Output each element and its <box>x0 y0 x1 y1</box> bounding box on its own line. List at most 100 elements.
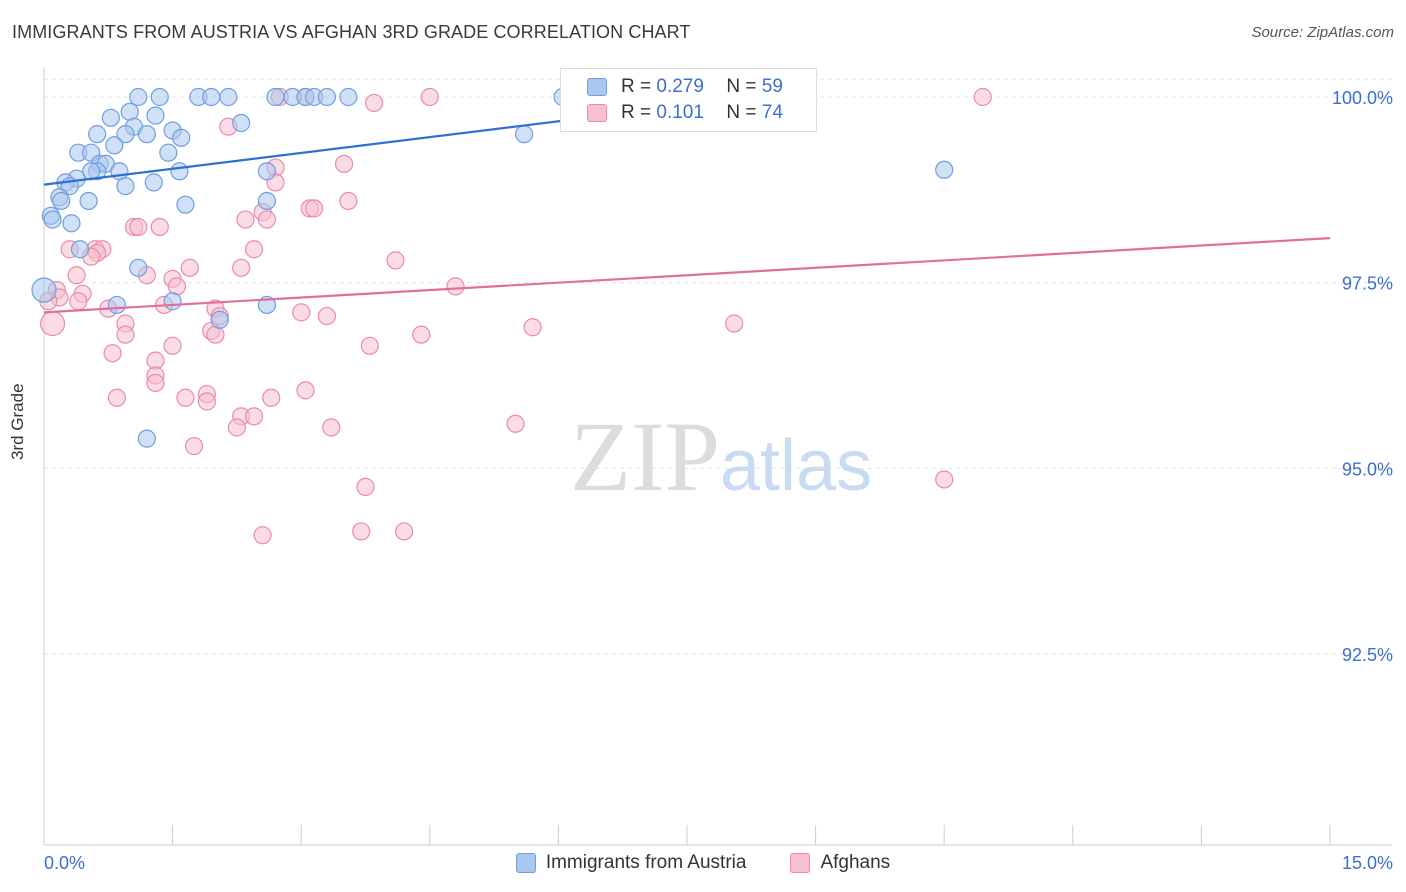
point-austria <box>43 210 62 229</box>
point-afghans <box>184 436 204 456</box>
point-austria <box>515 125 534 144</box>
point-afghans <box>227 418 246 437</box>
point-afghans <box>973 87 992 107</box>
legend-n-value-afghans: 74 <box>761 102 783 123</box>
point-afghans <box>39 310 66 337</box>
point-afghans <box>412 325 431 344</box>
y-axis-label: 3rd Grade <box>8 383 27 460</box>
point-afghans <box>69 292 88 311</box>
trend-line-afghans <box>43 237 1331 314</box>
point-afghans <box>180 258 199 277</box>
point-afghans <box>129 217 148 237</box>
axes <box>43 68 1392 846</box>
legend-label-austria: Immigrants from Austria <box>545 852 747 873</box>
point-afghans <box>232 258 251 277</box>
point-afghans <box>150 217 169 237</box>
legend-swatch-austria <box>587 78 607 96</box>
point-austria <box>101 108 120 127</box>
watermark-atlas: atlas <box>720 426 872 506</box>
chart-title: IMMIGRANTS FROM AUSTRIA VS AFGHAN 3RD GR… <box>12 22 691 42</box>
point-afghans <box>107 388 126 407</box>
point-afghans <box>296 381 315 400</box>
point-austria <box>159 143 178 162</box>
point-afghans <box>67 266 86 285</box>
legend-n-label: N = <box>726 102 757 123</box>
legend-row-afghans: R = 0.101 N = 74 <box>587 102 783 124</box>
point-austria <box>144 173 163 192</box>
point-austria <box>170 162 189 181</box>
x-tick-label: 15.0% <box>1342 853 1393 873</box>
point-afghans <box>176 388 195 407</box>
point-austria <box>232 113 251 133</box>
point-afghans <box>257 210 277 229</box>
point-afghans <box>146 373 165 393</box>
legend-n-value-austria: 59 <box>761 76 783 97</box>
point-austria <box>79 191 98 211</box>
point-afghans <box>420 87 439 107</box>
y-tick-label: 100.0% <box>1332 88 1393 108</box>
source-label: Source: ZipAtlas.com <box>1251 24 1394 41</box>
point-afghans <box>236 210 255 229</box>
legend-swatch-afghans <box>790 853 811 873</box>
legend-n-label: N = <box>726 76 757 97</box>
point-afghans <box>386 251 405 270</box>
point-austria <box>116 125 135 144</box>
point-austria <box>129 87 148 107</box>
legend-swatch-afghans <box>587 104 607 122</box>
point-afghans <box>352 522 371 541</box>
point-afghans <box>292 303 311 322</box>
point-austria <box>172 128 191 147</box>
point-austria <box>31 277 57 303</box>
stats-legend: R = 0.279 N = 59 R = 0.101 N = 74 <box>560 68 817 132</box>
point-austria <box>210 310 229 329</box>
point-austria <box>137 429 156 448</box>
point-afghans <box>334 154 354 173</box>
point-afghans <box>356 477 375 496</box>
point-austria <box>52 191 71 211</box>
point-afghans <box>103 344 122 363</box>
legend-row-austria: R = 0.279 N = 59 <box>587 76 783 98</box>
watermark: ZIP atlas <box>570 401 872 512</box>
y-tick-label: 92.5% <box>1342 645 1393 665</box>
x-tick-label: 0.0% <box>44 853 85 873</box>
point-austria <box>146 106 165 125</box>
watermark-zip: ZIP <box>570 401 720 512</box>
point-afghans <box>163 336 182 355</box>
series-austria-points <box>39 87 992 545</box>
point-austria <box>150 87 169 107</box>
legend-item-afghans: Afghans <box>790 852 890 874</box>
point-afghans <box>116 325 135 344</box>
point-afghans <box>322 418 341 437</box>
point-austria <box>257 191 277 211</box>
point-austria <box>163 292 182 311</box>
point-afghans <box>506 414 525 433</box>
point-afghans <box>262 388 281 407</box>
point-afghans <box>446 277 465 296</box>
legend-r-label: R = <box>621 76 652 97</box>
point-austria <box>88 125 107 144</box>
point-afghans <box>339 191 358 211</box>
point-afghans <box>360 336 379 355</box>
point-afghans <box>244 240 264 259</box>
legend-r-value-austria: 0.279 <box>656 76 704 97</box>
series-legend: Immigrants from Austria Afghans <box>0 852 1406 874</box>
legend-label-afghans: Afghans <box>820 852 891 873</box>
point-austria <box>116 177 135 196</box>
point-austria <box>317 87 337 107</box>
point-afghans <box>253 526 272 545</box>
legend-swatch-austria <box>515 853 536 873</box>
point-afghans <box>197 392 216 411</box>
point-afghans <box>364 93 384 113</box>
point-afghans <box>935 470 954 489</box>
point-afghans <box>394 522 414 541</box>
point-afghans <box>523 318 542 337</box>
point-afghans <box>304 199 324 218</box>
legend-r-label: R = <box>621 102 652 123</box>
point-austria <box>202 87 221 107</box>
y-tick-label: 95.0% <box>1342 459 1393 479</box>
point-austria <box>266 87 285 107</box>
point-austria <box>137 125 156 144</box>
point-austria <box>257 162 277 181</box>
grid-lines <box>44 78 1392 655</box>
